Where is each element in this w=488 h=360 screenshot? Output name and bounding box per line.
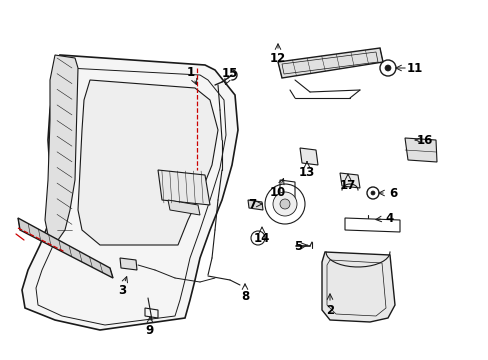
Text: 9: 9 (145, 324, 154, 337)
Polygon shape (278, 48, 382, 78)
Polygon shape (78, 80, 218, 245)
Polygon shape (339, 173, 359, 188)
Text: 1: 1 (186, 66, 195, 78)
Polygon shape (120, 258, 137, 270)
Text: 17: 17 (339, 179, 355, 192)
Text: 6: 6 (388, 186, 396, 199)
Polygon shape (18, 218, 113, 278)
Text: 2: 2 (325, 303, 333, 316)
Circle shape (272, 192, 296, 216)
Polygon shape (22, 55, 238, 330)
Polygon shape (321, 252, 394, 322)
Polygon shape (299, 148, 317, 165)
Polygon shape (45, 55, 78, 240)
Text: 11: 11 (406, 62, 422, 75)
Text: 3: 3 (118, 284, 126, 297)
Text: 7: 7 (247, 198, 256, 211)
Text: 15: 15 (222, 67, 238, 80)
Text: 4: 4 (385, 212, 393, 225)
Text: 5: 5 (293, 239, 302, 252)
Circle shape (280, 199, 289, 209)
Polygon shape (247, 200, 263, 210)
Circle shape (384, 65, 390, 71)
Polygon shape (404, 138, 436, 162)
Polygon shape (158, 170, 209, 205)
Text: 10: 10 (269, 185, 285, 198)
Text: 8: 8 (241, 289, 248, 302)
Text: 16: 16 (416, 134, 432, 147)
Text: 14: 14 (253, 231, 270, 244)
Text: 12: 12 (269, 51, 285, 64)
Text: 13: 13 (298, 166, 314, 179)
Circle shape (370, 191, 374, 195)
Polygon shape (168, 200, 200, 215)
